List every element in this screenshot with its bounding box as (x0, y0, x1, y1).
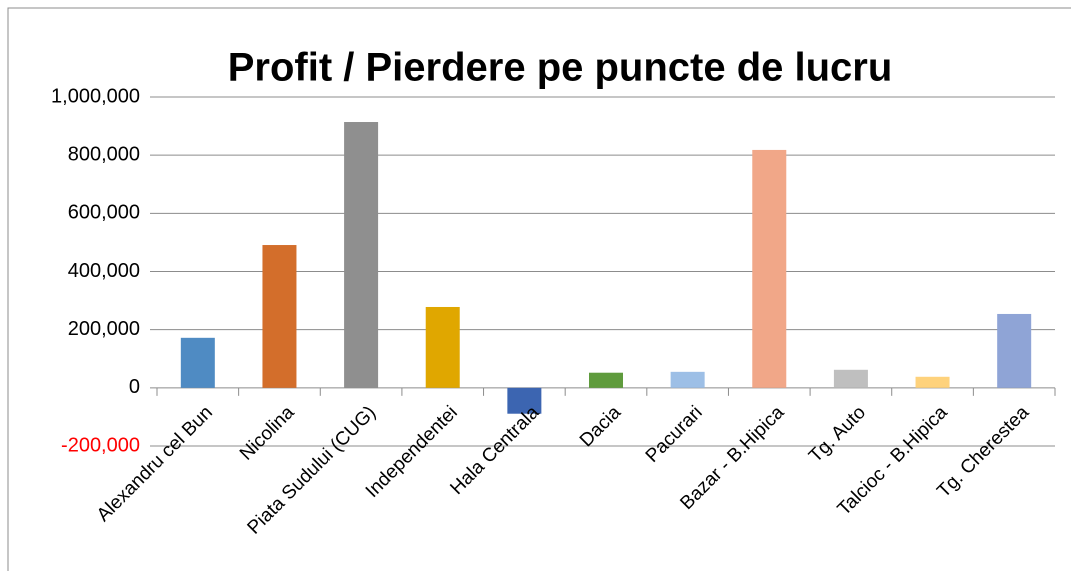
x-tick-label: Tg. Auto (805, 402, 870, 467)
y-tick-label: -200,000 (61, 434, 140, 456)
y-tick-label: 0 (129, 376, 140, 398)
x-tick-label: Pacurari (642, 402, 707, 467)
bar (507, 387, 542, 414)
y-tick-label: 200,000 (68, 318, 140, 340)
chart-title: Profit / Pierdere pe puncte de lucru (228, 46, 893, 90)
bar (670, 371, 705, 388)
bar (425, 306, 460, 388)
x-tick-label: Alexandru cel Bun (93, 402, 217, 526)
x-tick-label: Dacia (576, 402, 626, 452)
bar (997, 313, 1032, 388)
chart-border (7, 7, 1071, 571)
x-tick-label: Nicolina (236, 402, 299, 465)
y-tick-label: 600,000 (68, 202, 140, 224)
bar (589, 372, 623, 388)
y-tick-label: 400,000 (68, 260, 140, 282)
bar (262, 245, 297, 388)
y-tick-label: 800,000 (68, 143, 140, 165)
bar (344, 122, 379, 388)
bar (752, 149, 787, 388)
y-tick-label: 1,000,000 (51, 85, 140, 107)
bar (180, 337, 215, 388)
bar (833, 369, 868, 388)
bar (915, 376, 950, 388)
